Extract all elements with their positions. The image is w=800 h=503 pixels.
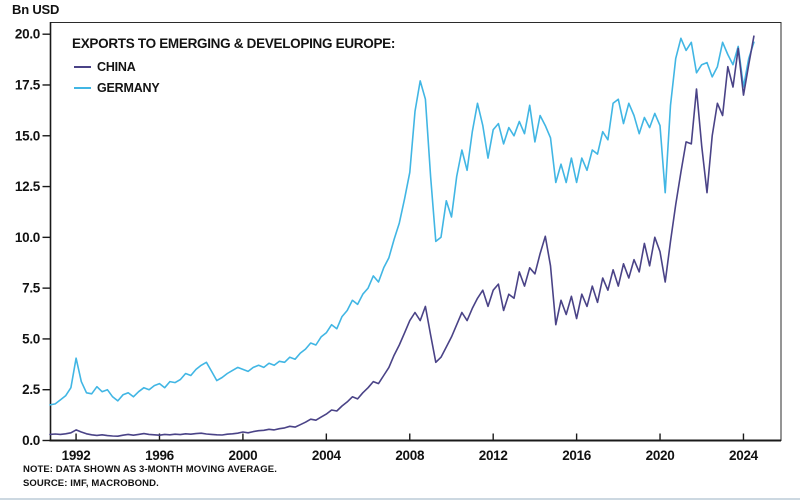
legend-swatch-china bbox=[74, 65, 91, 68]
source-text: SOURCE: IMF, MACROBOND. bbox=[23, 477, 159, 489]
y-tick-label: 5.0 bbox=[22, 331, 40, 346]
y-tick-label: 15.0 bbox=[15, 128, 40, 143]
footnotes: NOTE: DATA SHOWN AS 3-MONTH MOVING AVERA… bbox=[23, 463, 277, 490]
y-tick-label: 0.0 bbox=[22, 433, 40, 448]
legend: CHINA GERMANY bbox=[74, 59, 160, 95]
note-text: NOTE: DATA SHOWN AS 3-MONTH MOVING AVERA… bbox=[23, 464, 277, 475]
x-tick-label: 1992 bbox=[62, 448, 91, 463]
legend-swatch-germany bbox=[74, 86, 91, 89]
y-tick-label: 7.5 bbox=[22, 281, 41, 296]
y-axis-unit-label: Bn USD bbox=[12, 2, 60, 17]
x-tick-label: 1996 bbox=[145, 448, 175, 463]
legend-item-china: CHINA bbox=[74, 59, 160, 74]
x-tick-label: 2000 bbox=[228, 448, 257, 463]
x-tick-label: 2020 bbox=[646, 448, 675, 463]
x-tick-label: 2024 bbox=[729, 448, 759, 463]
x-tick-label: 2012 bbox=[479, 448, 508, 463]
germany-line bbox=[49, 37, 755, 406]
y-tick-label: 20.0 bbox=[15, 27, 40, 42]
y-tick-label: 12.5 bbox=[15, 179, 41, 194]
x-tick-label: 2008 bbox=[395, 448, 425, 463]
legend-label-china: CHINA bbox=[97, 59, 136, 74]
bottom-divider bbox=[0, 498, 800, 500]
y-tick-label: 2.5 bbox=[22, 382, 41, 397]
y-tick-label: 17.5 bbox=[15, 77, 41, 92]
china-line bbox=[49, 35, 755, 438]
x-tick-label: 2016 bbox=[562, 448, 592, 463]
legend-label-germany: GERMANY bbox=[97, 80, 160, 95]
y-tick-label: 10.0 bbox=[15, 230, 40, 245]
chart-title: EXPORTS TO EMERGING & DEVELOPING EUROPE: bbox=[72, 36, 396, 51]
x-tick-label: 2004 bbox=[312, 448, 342, 463]
legend-item-germany: GERMANY bbox=[74, 80, 160, 95]
